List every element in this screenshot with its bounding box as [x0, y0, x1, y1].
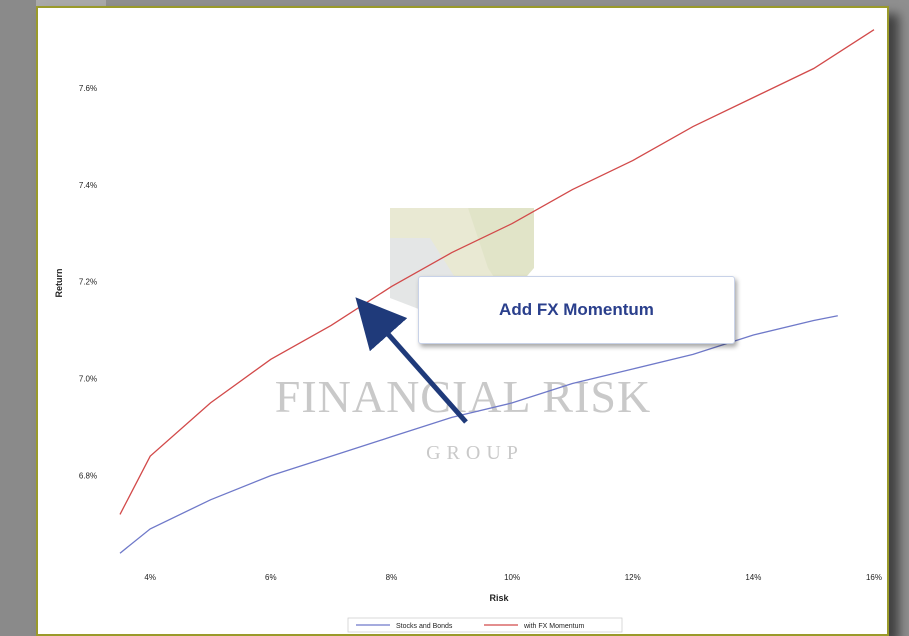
y-tick-label: 6.8% [79, 472, 97, 481]
series-line-fx-momentum [119, 29, 875, 515]
watermark-line2: GROUP [426, 442, 524, 464]
legend-label: Stocks and Bonds [396, 623, 453, 630]
left-background-strip [0, 0, 36, 636]
callout-arrow [355, 297, 468, 424]
x-axis-ticks: 4% 6% 8% 10% 12% 14% 16% [144, 573, 882, 582]
callout-text: Add FX Momentum [499, 300, 654, 319]
x-tick-label: 6% [265, 573, 277, 582]
callout-box: Add FX Momentum [418, 276, 735, 344]
chart-frame: FINANCIAL RISK GROUP 6.8% 7.0% 7.2% 7.4% 7.6… [36, 6, 889, 636]
y-axis-ticks: 6.8% 7.0% 7.2% 7.4% 7.6% [79, 84, 97, 481]
y-tick-label: 7.4% [79, 181, 97, 190]
y-tick-label: 7.2% [79, 278, 97, 287]
x-tick-label: 16% [866, 573, 882, 582]
legend: Stocks and Bonds with FX Momentum [347, 617, 623, 633]
x-tick-label: 8% [386, 573, 398, 582]
x-tick-label: 14% [745, 573, 761, 582]
series-layer [119, 29, 875, 554]
y-tick-label: 7.0% [79, 375, 97, 384]
x-axis-label: Risk [489, 593, 509, 603]
x-tick-label: 4% [144, 573, 156, 582]
y-axis-label: Return [54, 269, 64, 298]
y-tick-label: 7.6% [79, 84, 97, 93]
x-tick-label: 12% [625, 573, 641, 582]
series-line-stocks-bonds [119, 315, 838, 554]
x-tick-label: 10% [504, 573, 520, 582]
legend-label: with FX Momentum [523, 623, 584, 630]
